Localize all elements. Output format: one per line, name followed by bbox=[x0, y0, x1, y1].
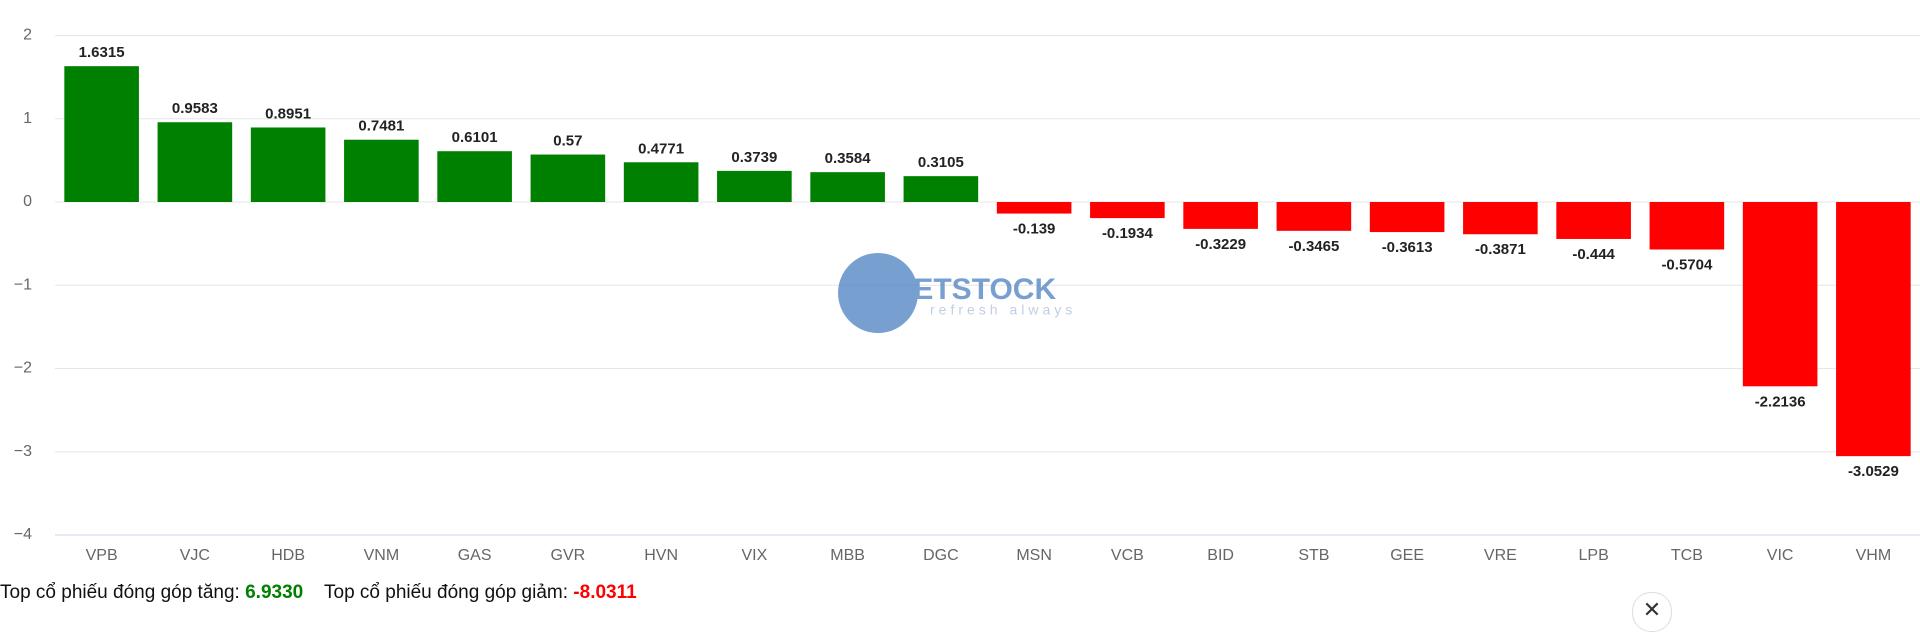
data-label: -0.5704 bbox=[1661, 256, 1713, 273]
bar bbox=[717, 170, 792, 202]
y-tick-label: −2 bbox=[14, 360, 32, 377]
x-tick-label: GAS bbox=[458, 547, 492, 564]
bar bbox=[64, 66, 139, 202]
x-tick-label: HVN bbox=[644, 547, 678, 564]
watermark-name: VIETSTOCK bbox=[885, 273, 1056, 306]
watermark-logo bbox=[838, 253, 918, 333]
bar bbox=[250, 127, 326, 202]
watermark: VIETSTOCK refresh always bbox=[838, 253, 1076, 333]
x-tick-label: BID bbox=[1207, 547, 1234, 564]
bar bbox=[903, 176, 979, 202]
x-tick-label: VIC bbox=[1767, 547, 1794, 564]
watermark-tagline: refresh always bbox=[930, 302, 1076, 318]
x-tick-label: LPB bbox=[1579, 547, 1609, 564]
bar bbox=[1090, 202, 1165, 219]
x-tick-label: DGC bbox=[923, 547, 959, 564]
data-label: 1.6315 bbox=[79, 44, 125, 61]
data-label: -2.2136 bbox=[1755, 393, 1806, 410]
data-label: 0.3584 bbox=[825, 150, 872, 167]
y-tick-label: −3 bbox=[14, 443, 32, 460]
data-label: -0.1934 bbox=[1102, 225, 1154, 242]
footer: Top cổ phiếu đóng góp tăng: 6.9330 Top c… bbox=[0, 582, 637, 604]
x-tick-label: TCB bbox=[1671, 547, 1703, 564]
gain-label: Top cổ phiếu đóng góp tăng: bbox=[0, 582, 240, 603]
x-tick-label: GVR bbox=[551, 547, 586, 564]
data-label: 0.9583 bbox=[172, 100, 218, 117]
x-tick-label: VIX bbox=[741, 547, 767, 564]
x-tick-label: VHM bbox=[1856, 547, 1892, 564]
data-label: 0.3105 bbox=[918, 154, 964, 171]
bar bbox=[1463, 202, 1538, 235]
bar bbox=[1183, 202, 1258, 229]
x-tick-label: VJC bbox=[180, 547, 210, 564]
bar bbox=[344, 139, 419, 202]
data-label: -0.3229 bbox=[1195, 236, 1246, 253]
bar bbox=[1556, 202, 1631, 239]
page: {"chart_data": {"type": "bar", "categori… bbox=[0, 26, 1920, 632]
loss-label: Top cổ phiếu đóng góp giảm: bbox=[324, 582, 569, 603]
loss-value: -8.0311 bbox=[573, 582, 637, 603]
data-label: 0.57 bbox=[553, 133, 582, 150]
bar bbox=[1649, 202, 1725, 250]
data-label: -0.3871 bbox=[1475, 241, 1526, 258]
data-label: -0.3613 bbox=[1382, 239, 1433, 256]
y-tick-label: −1 bbox=[14, 276, 32, 293]
data-label: -0.444 bbox=[1572, 246, 1615, 263]
data-label: 0.4771 bbox=[638, 140, 684, 157]
bar bbox=[996, 202, 1072, 214]
x-tick-label: MBB bbox=[830, 547, 865, 564]
bar bbox=[1276, 202, 1352, 231]
data-label: 0.7481 bbox=[358, 118, 404, 135]
x-tick-label: VPB bbox=[86, 547, 118, 564]
data-label: -3.0529 bbox=[1848, 463, 1899, 480]
x-tick-label: VCB bbox=[1111, 547, 1144, 564]
data-label: 0.6101 bbox=[452, 129, 498, 146]
gain-value: 6.9330 bbox=[245, 582, 304, 603]
x-tick-label: MSN bbox=[1016, 547, 1052, 564]
y-tick-label: 0 bbox=[23, 193, 32, 210]
data-label: -0.3465 bbox=[1288, 238, 1339, 255]
y-tick-label: −4 bbox=[14, 526, 32, 543]
x-tick-label: STB bbox=[1298, 547, 1329, 564]
x-tick-label: VRE bbox=[1484, 547, 1517, 564]
bar bbox=[1836, 202, 1911, 457]
bar bbox=[437, 151, 512, 202]
bar bbox=[530, 154, 606, 202]
x-tick-label: GEE bbox=[1390, 547, 1424, 564]
bar bbox=[1742, 202, 1818, 387]
data-label: 0.8951 bbox=[265, 105, 311, 122]
chart: −4 −3 −2 −1 0 1 2 VPB 1.6315 VJC 0.9583 HDB 0.8951 VN… bbox=[14, 27, 1920, 564]
close-button[interactable]: ✕ bbox=[1632, 592, 1672, 632]
x-tick-label: HDB bbox=[271, 547, 305, 564]
data-label: -0.139 bbox=[1013, 221, 1056, 238]
y-tick-label: 2 bbox=[23, 27, 32, 44]
bar bbox=[623, 162, 699, 202]
bar bbox=[1369, 202, 1445, 233]
bar bbox=[810, 172, 885, 202]
x-tick-label: VNM bbox=[364, 547, 400, 564]
bar bbox=[157, 122, 233, 202]
data-label: 0.3739 bbox=[731, 149, 777, 166]
y-tick-label: 1 bbox=[23, 110, 32, 127]
